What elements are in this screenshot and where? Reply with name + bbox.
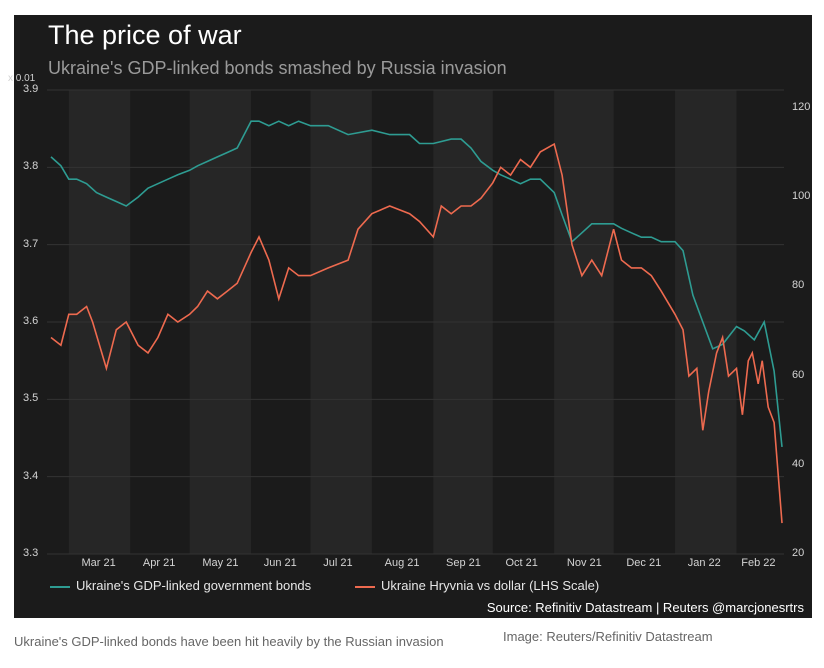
x-axis-tick: Jul 21 (323, 557, 353, 569)
series-line-hryvnia (50, 142, 783, 524)
legend-label-bonds: Ukraine's GDP-linked government bonds (76, 578, 312, 593)
x-axis-tick: Aug 21 (384, 557, 420, 569)
legend-item-bonds: Ukraine's GDP-linked government bonds (50, 578, 311, 593)
source-note: Source: Refinitiv Datastream | Reuters @… (486, 600, 804, 615)
right-axis-tick: 80 (792, 279, 805, 292)
x-axis-tick: Apr 21 (142, 557, 176, 569)
image-caption: Ukraine's GDP-linked bonds have been hit… (14, 634, 444, 649)
x-axis-tick: Sep 21 (446, 557, 481, 569)
legend-swatch-bonds (50, 585, 70, 588)
left-axis-tick: 3.4 (23, 469, 39, 482)
x-axis-tick: Jan 22 (687, 557, 721, 569)
x-axis-tick: Mar 21 (81, 557, 116, 569)
chart-title: The price of war (48, 20, 242, 50)
right-axis-tick: 20 (792, 547, 805, 559)
left-axis-tick: 3.7 (23, 237, 39, 250)
chart-subtitle: Ukraine's GDP-linked bonds smashed by Ru… (48, 58, 507, 78)
x-axis-tick: Nov 21 (566, 557, 602, 569)
x-axis-tick: Feb 22 (741, 557, 776, 569)
left-axis-tick: 3.6 (23, 315, 39, 327)
legend-item-hryvnia: Ukraine Hryvnia vs dollar (LHS Scale) (355, 578, 599, 593)
image-credit: Image: Reuters/Refinitiv Datastream (503, 629, 713, 644)
left-axis-tick: 3.9 (23, 83, 39, 95)
x-axis-tick: Dec 21 (626, 557, 662, 569)
left-axis-tick: 3.8 (23, 160, 39, 173)
series-line-bonds (50, 120, 783, 447)
x-axis-tick: Oct 21 (505, 557, 538, 569)
legend-swatch-hryvnia (355, 585, 375, 588)
right-axis-tick: 120 (792, 100, 811, 113)
left-axis-tick: 3.5 (23, 392, 39, 405)
x-axis-tick: May 21 (202, 557, 239, 569)
x-axis-tick: Jun 21 (263, 557, 297, 569)
left-axis-tick: 3.3 (23, 547, 39, 559)
left-axis-multiplier: x 0.01 (8, 73, 36, 84)
right-axis-tick: 60 (792, 368, 805, 381)
legend-label-hryvnia: Ukraine Hryvnia vs dollar (LHS Scale) (381, 578, 600, 593)
right-axis-tick: 40 (792, 457, 805, 470)
right-axis-tick: 100 (792, 190, 811, 203)
